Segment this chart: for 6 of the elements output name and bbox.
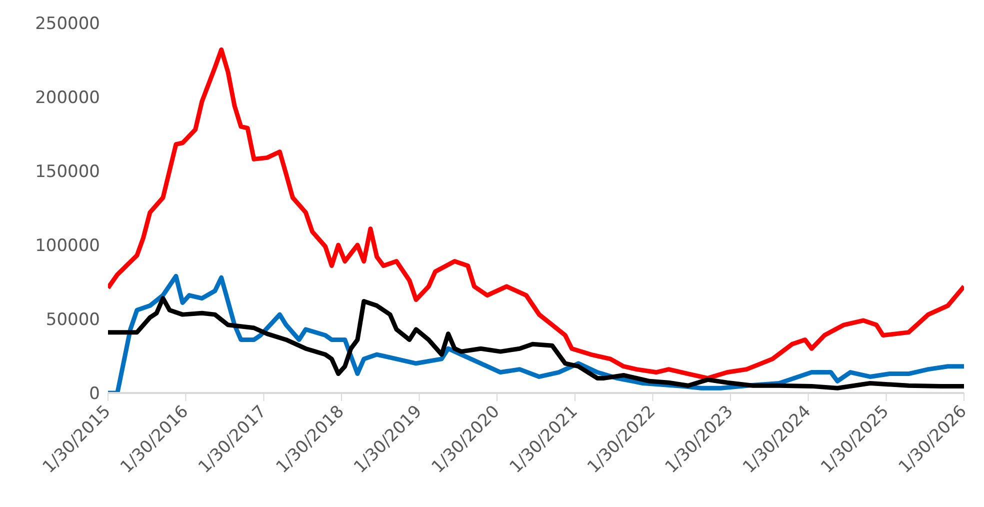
y-tick-label: 50000 bbox=[46, 310, 100, 330]
y-tick-label: 200000 bbox=[35, 88, 100, 108]
y-tick-label: 0 bbox=[89, 384, 100, 404]
y-tick-label: 250000 bbox=[35, 14, 100, 34]
y-tick-label: 150000 bbox=[35, 162, 100, 182]
y-tick-label: 100000 bbox=[35, 236, 100, 256]
